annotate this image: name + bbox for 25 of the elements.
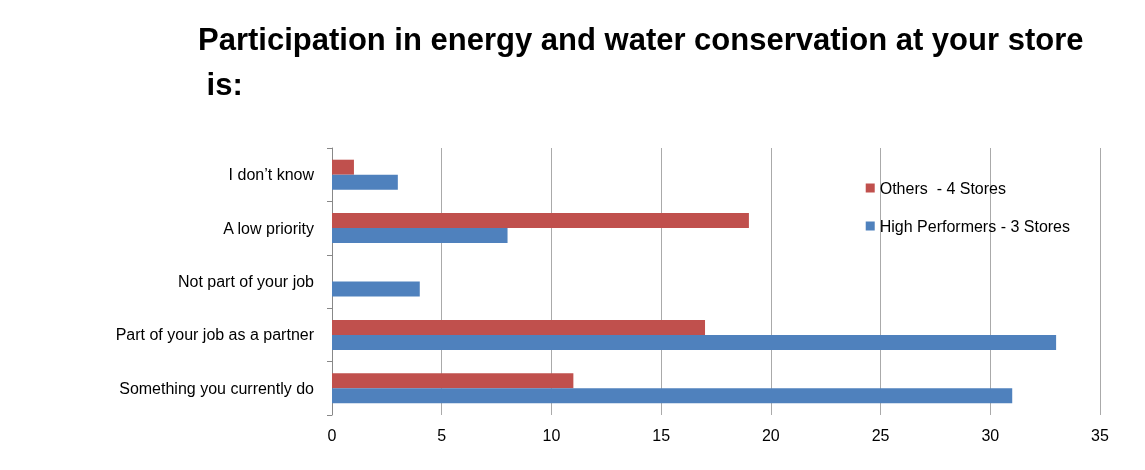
bar <box>332 174 398 190</box>
legend-label: Others - 4 Stores <box>879 179 1006 197</box>
bar <box>332 228 508 244</box>
bar <box>332 319 706 335</box>
x-tick-label: 15 <box>652 426 671 444</box>
bar <box>332 388 1013 404</box>
x-tick-label: 35 <box>1091 426 1109 444</box>
x-tick-label: 0 <box>327 426 337 444</box>
y-tick-label: Not part of your job <box>177 273 315 290</box>
x-tick-label: 30 <box>981 426 1000 444</box>
bar <box>332 281 420 297</box>
bar <box>332 213 749 229</box>
y-tick-label: Part of your job as a partner <box>115 326 315 344</box>
bar <box>332 159 354 175</box>
x-tick-label: 20 <box>761 426 780 444</box>
x-tick-label: 10 <box>542 426 561 444</box>
y-tick-label: I don’t know <box>228 166 315 184</box>
chart-title: Participation in energy and water conservation at your store is: <box>198 22 1084 102</box>
bar <box>332 373 574 389</box>
y-tick-label: A low priority <box>223 219 314 237</box>
legend-label: High Performers - 3 Stores <box>879 217 1070 235</box>
bar <box>332 334 1057 350</box>
x-tick-label: 25 <box>871 426 890 444</box>
y-tick-label: Something you currently do <box>119 379 315 397</box>
x-tick-label: 5 <box>437 426 447 444</box>
